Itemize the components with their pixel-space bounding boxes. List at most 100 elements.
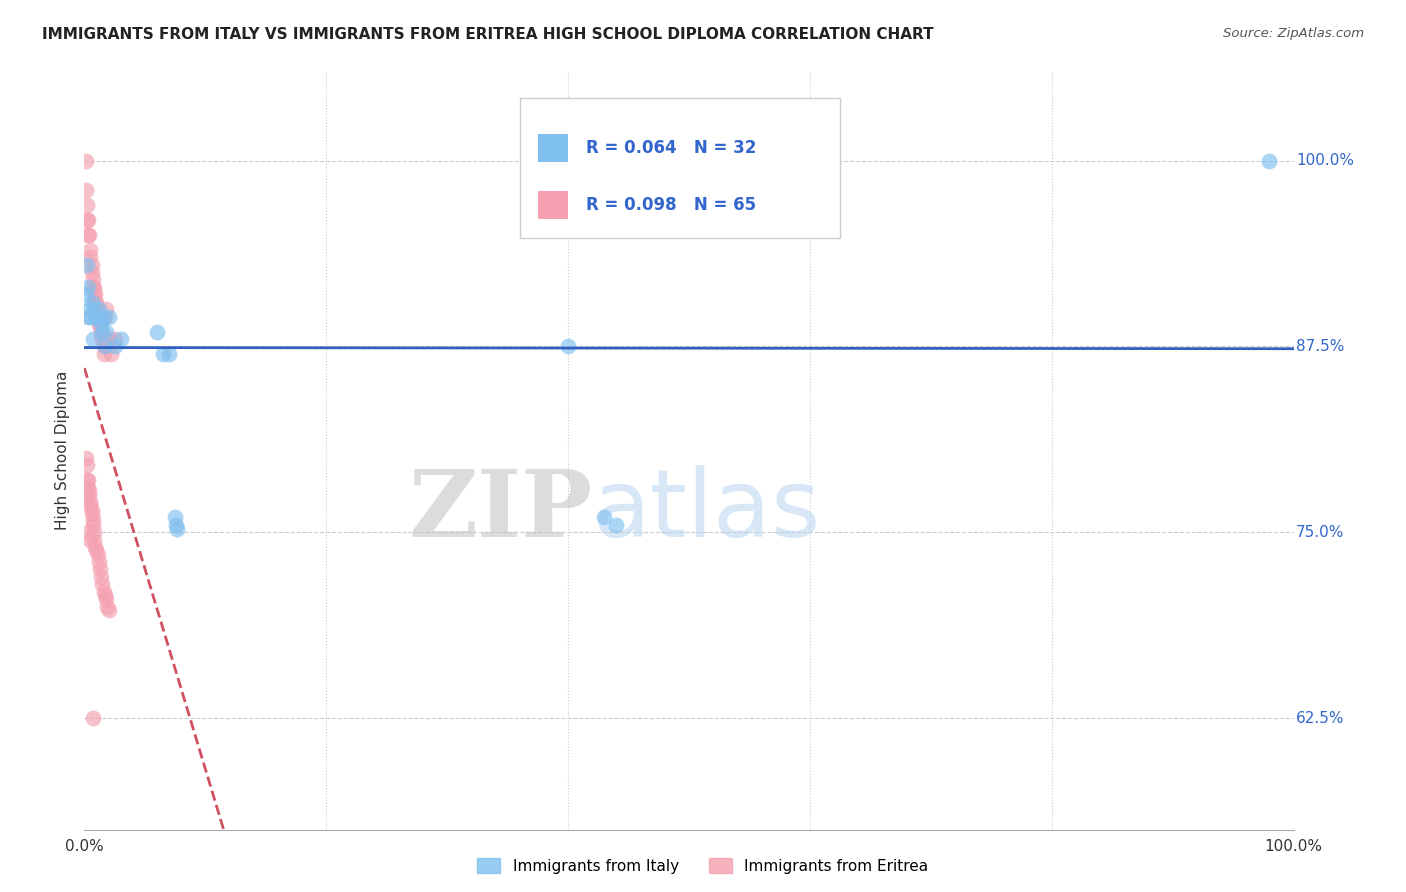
Text: 62.5%: 62.5% xyxy=(1296,711,1344,725)
Point xyxy=(86,310,108,324)
Point xyxy=(157,347,180,361)
Point xyxy=(76,473,98,487)
Point xyxy=(77,280,100,294)
Point xyxy=(94,339,117,353)
Point xyxy=(77,488,100,502)
Point xyxy=(94,325,117,339)
Point xyxy=(77,473,100,487)
FancyBboxPatch shape xyxy=(520,98,841,238)
Text: Source: ZipAtlas.com: Source: ZipAtlas.com xyxy=(1223,27,1364,40)
Point xyxy=(84,540,107,554)
Point xyxy=(94,302,117,317)
Point xyxy=(80,508,103,522)
Point xyxy=(76,198,98,212)
Text: R = 0.064   N = 32: R = 0.064 N = 32 xyxy=(586,139,756,157)
Point xyxy=(79,250,101,264)
Text: ZIP: ZIP xyxy=(408,467,592,556)
Point xyxy=(89,562,111,576)
Point xyxy=(75,183,97,197)
Point xyxy=(94,588,117,602)
Point xyxy=(1258,153,1281,168)
Text: IMMIGRANTS FROM ITALY VS IMMIGRANTS FROM ERITREA HIGH SCHOOL DIPLOMA CORRELATION: IMMIGRANTS FROM ITALY VS IMMIGRANTS FROM… xyxy=(42,27,934,42)
Point xyxy=(86,302,108,317)
Point xyxy=(82,332,104,346)
Point xyxy=(93,347,115,361)
Point xyxy=(93,584,115,599)
Point xyxy=(86,310,108,324)
Text: atlas: atlas xyxy=(592,465,821,558)
Point xyxy=(77,302,100,317)
Point xyxy=(87,555,110,569)
Point xyxy=(79,533,101,547)
Point xyxy=(104,332,127,346)
Point xyxy=(80,503,103,517)
Point xyxy=(77,310,100,324)
Legend: Immigrants from Italy, Immigrants from Eritrea: Immigrants from Italy, Immigrants from E… xyxy=(471,852,935,880)
Point xyxy=(91,325,114,339)
Point xyxy=(97,310,120,324)
Point xyxy=(90,325,112,339)
Point xyxy=(77,227,100,242)
Point xyxy=(80,258,103,272)
Point xyxy=(82,513,104,527)
Point xyxy=(86,548,108,562)
Point xyxy=(94,310,117,324)
FancyBboxPatch shape xyxy=(538,134,568,162)
FancyBboxPatch shape xyxy=(538,191,568,219)
Point xyxy=(96,332,118,346)
Point xyxy=(97,332,120,346)
Point xyxy=(166,522,188,536)
Point xyxy=(77,227,100,242)
Point xyxy=(86,294,108,309)
Point xyxy=(77,213,100,227)
Point xyxy=(77,483,100,498)
Point xyxy=(76,258,98,272)
Point xyxy=(89,320,111,334)
Point xyxy=(90,329,112,343)
Point xyxy=(605,517,627,532)
Y-axis label: High School Diploma: High School Diploma xyxy=(55,371,70,530)
Point xyxy=(82,272,104,286)
Point xyxy=(83,287,105,301)
Point xyxy=(79,310,101,324)
Point xyxy=(82,280,104,294)
Point xyxy=(87,302,110,317)
Point xyxy=(93,310,115,324)
Point xyxy=(79,495,101,509)
Point xyxy=(75,153,97,168)
Point xyxy=(83,280,105,294)
Point xyxy=(152,347,174,361)
Point xyxy=(79,243,101,257)
Point xyxy=(83,525,105,540)
Point xyxy=(90,317,112,331)
Point xyxy=(82,517,104,532)
Point xyxy=(165,510,187,524)
Point xyxy=(77,481,100,495)
Point xyxy=(84,294,107,309)
Point xyxy=(557,339,579,353)
Point xyxy=(79,499,101,513)
Point xyxy=(165,517,187,532)
Point xyxy=(89,310,111,324)
Point xyxy=(91,577,114,591)
Point xyxy=(82,711,104,725)
Point xyxy=(77,525,100,540)
Point xyxy=(91,332,114,346)
Point xyxy=(100,347,122,361)
Point xyxy=(87,317,110,331)
Point xyxy=(110,332,132,346)
Point xyxy=(593,510,616,524)
Point xyxy=(84,310,107,324)
Point xyxy=(80,294,103,309)
Point xyxy=(76,458,98,473)
Point xyxy=(80,265,103,279)
Point xyxy=(86,310,108,324)
Text: 87.5%: 87.5% xyxy=(1296,339,1344,354)
Text: 100.0%: 100.0% xyxy=(1296,153,1354,168)
Point xyxy=(93,339,115,353)
Text: R = 0.098   N = 65: R = 0.098 N = 65 xyxy=(586,196,756,214)
Point xyxy=(75,287,97,301)
Point xyxy=(104,339,127,353)
Point xyxy=(96,599,118,614)
Text: 75.0%: 75.0% xyxy=(1296,524,1344,540)
